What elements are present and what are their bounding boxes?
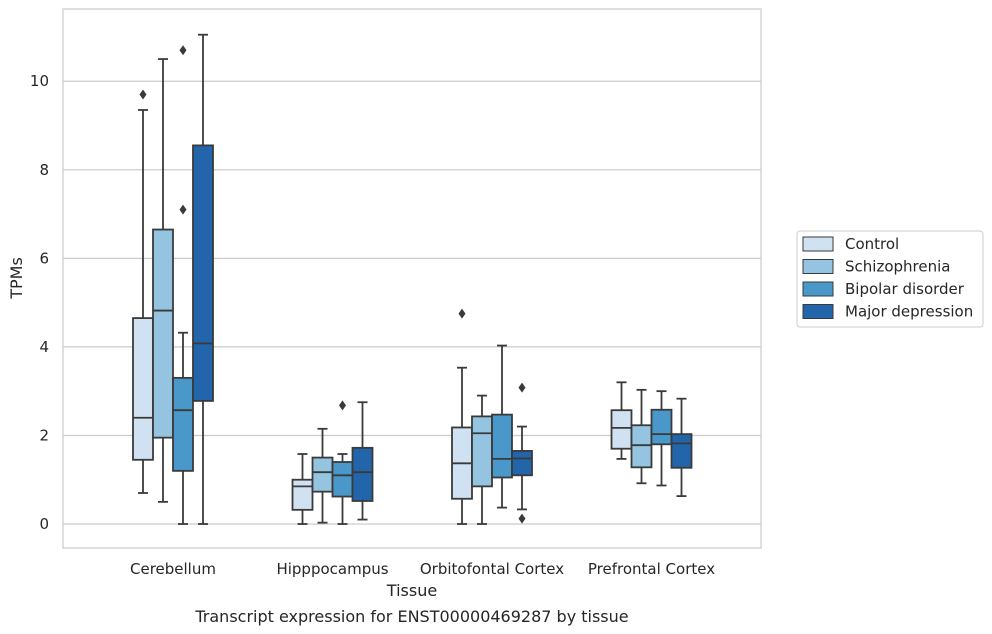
box-iqr [132,317,154,461]
box-1-2 [331,400,354,525]
legend-label: Bipolar disorder [845,280,965,298]
legend-swatch [802,259,834,274]
box-1-1 [311,427,334,524]
outlier-point [339,400,346,411]
box-1-3 [351,401,374,521]
outlier-point [179,204,187,215]
box-iqr [331,461,354,498]
legend-label: Major depression [845,303,973,321]
y-tick-label: 2 [39,426,49,444]
box-3-2 [650,390,673,487]
y-tick-label: 6 [39,249,49,267]
box-2-0 [451,308,473,525]
box-3-3 [670,397,693,498]
x-tick-labels: Cerebellum Hipppocampus Orbitofontal Corte… [130,560,715,578]
box-0-1 [152,58,174,503]
box-3-0 [610,381,633,460]
box-iqr [152,228,174,439]
box-0-2 [172,45,194,525]
legend: Control Schizophrenia Bipolar disorder Majo… [796,230,984,328]
box-iqr [471,415,493,488]
outlier-point [139,89,147,100]
box-series [132,33,693,525]
outlier-point [458,308,466,319]
y-tick-labels: 0 2 4 6 8 10 [30,72,49,533]
legend-label: Schizophrenia [845,258,950,276]
box-iqr [511,450,533,477]
outlier-point [179,45,187,56]
box-1-0 [291,453,314,525]
outlier-point [518,513,526,524]
box-3-1 [630,388,653,485]
chart-title: Transcript expression for ENST0000046928… [194,607,628,626]
x-tick-label: Orbitofontal Cortex [420,560,564,578]
x-tick-label: Prefrontal Cortex [588,560,715,578]
x-tick-label: Cerebellum [130,560,216,578]
x-axis-title: Tissue [386,581,437,600]
box-iqr [491,413,513,479]
box-iqr [291,478,314,511]
box-iqr [650,408,673,446]
box-0-0 [132,89,154,494]
box-2-3 [511,382,533,524]
legend-box [796,230,984,328]
box-iqr [192,144,214,402]
legend-label: Control [845,235,899,253]
y-tick-label: 0 [39,515,49,533]
legend-swatch [802,304,834,319]
outlier-point [518,382,526,393]
y-tick-label: 10 [30,72,49,90]
y-tick-label: 4 [39,338,49,356]
y-axis-title: TPMs [7,257,26,300]
x-tick-label: Hipppocampus [276,560,388,578]
box-2-1 [471,394,493,525]
legend-swatch [802,281,834,297]
box-iqr [670,433,693,469]
plot-area [62,8,762,549]
box-2-2 [491,344,513,509]
y-tick-label: 8 [39,161,49,179]
box-iqr [311,456,334,493]
box-0-3 [192,33,214,525]
box-iqr [610,409,633,450]
box-iqr [172,376,194,472]
box-iqr [630,424,653,469]
legend-swatch [802,236,834,252]
box-iqr [351,446,374,502]
